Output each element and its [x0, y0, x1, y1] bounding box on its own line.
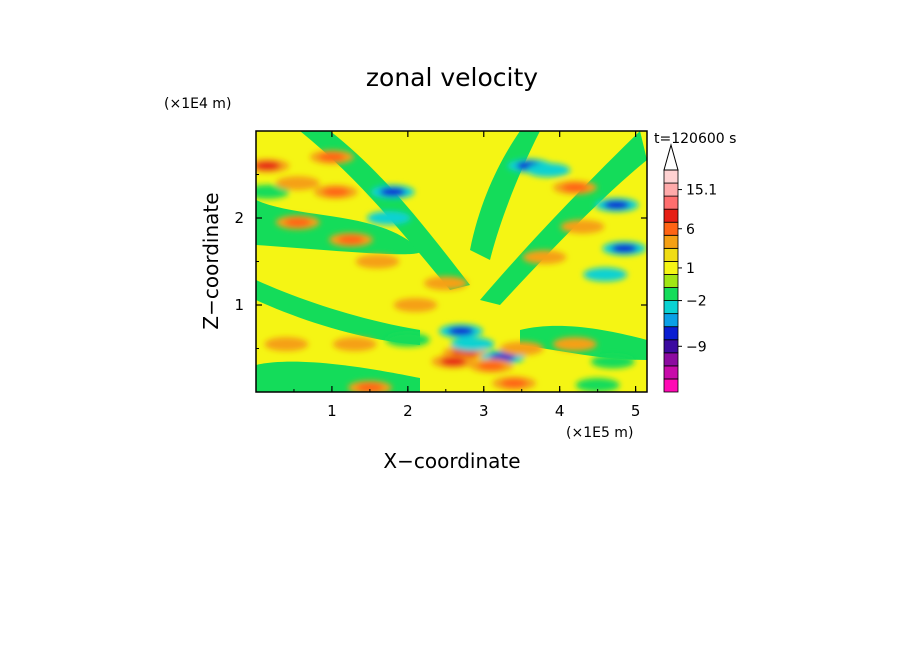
colorbar-swatch — [663, 365, 679, 380]
y-tick-label: 1 — [234, 296, 244, 314]
x-axis-label: X−coordinate — [383, 449, 520, 473]
contour-blob — [256, 187, 281, 197]
x-unit-label: (×1E5 m) — [566, 425, 633, 441]
colorbar-swatch — [663, 221, 679, 236]
contour-blob — [561, 183, 588, 193]
contour-blob — [508, 344, 535, 353]
x-tick-label: 3 — [479, 402, 489, 420]
contour-blob — [318, 152, 345, 162]
colorbar-swatch — [663, 169, 679, 184]
x-axis: 1 2 3 4 5 — [293, 131, 641, 420]
contour-blob — [584, 380, 611, 390]
colorbar: 15.1 6 1 −2 −9 — [663, 143, 717, 393]
contour-blob — [459, 339, 486, 349]
contour-blob — [364, 257, 391, 266]
colorbar-swatch — [663, 287, 679, 301]
colorbar-swatch — [663, 234, 679, 249]
colorbar-label: 15.1 — [686, 183, 717, 199]
contour-blob — [284, 217, 311, 227]
colorbar-label: −2 — [686, 294, 707, 310]
colorbar-swatch — [663, 274, 679, 288]
contour-features — [256, 150, 647, 392]
contour-blob — [611, 243, 638, 253]
contour-blob — [256, 161, 281, 171]
colorbar-swatch — [663, 378, 679, 393]
colorbar-label: 6 — [686, 222, 695, 238]
contour-blob — [561, 339, 588, 349]
contour-blob — [375, 213, 402, 223]
y-tick-label: 2 — [234, 209, 244, 227]
colorbar-label: 1 — [686, 261, 695, 277]
contour-blob — [535, 165, 562, 175]
contour-blob — [273, 339, 300, 349]
colorbar-swatch — [663, 247, 679, 262]
contour-blob — [322, 187, 349, 197]
contour-blob — [379, 187, 406, 197]
contour-blob — [531, 252, 558, 262]
contour-blob — [501, 378, 528, 388]
y-axis: 12 — [234, 174, 647, 349]
colorbar-swatch — [663, 339, 679, 354]
contour-blob — [478, 361, 505, 371]
contour-blob — [432, 278, 459, 288]
contour-blob — [440, 357, 467, 367]
plot-area — [256, 131, 647, 392]
contour-blob — [402, 300, 429, 310]
chart-title: zonal velocity — [366, 63, 538, 92]
colorbar-swatch — [663, 182, 679, 197]
colorbar-swatch — [663, 300, 679, 315]
x-tick-label: 1 — [327, 402, 337, 420]
contour-blob — [337, 235, 364, 245]
colorbar-label: −9 — [686, 339, 707, 355]
contour-blob — [447, 326, 474, 336]
colorbar-swatch — [663, 352, 679, 367]
contour-blob — [284, 178, 311, 188]
time-label: t=120600 s — [654, 131, 736, 147]
x-tick-label: 4 — [555, 402, 565, 420]
x-tick-label: 5 — [631, 402, 641, 420]
colorbar-swatch — [663, 260, 679, 275]
colorbar-swatch — [663, 313, 679, 328]
contour-blob — [599, 357, 626, 367]
contour-blob — [603, 200, 630, 210]
contour-blob — [341, 339, 368, 349]
contour-blob — [356, 383, 383, 392]
x-tick-label: 2 — [403, 402, 413, 420]
y-axis-label: Z−coordinate — [199, 192, 223, 329]
contour-blob — [394, 335, 421, 345]
y-unit-label: (×1E4 m) — [164, 96, 231, 112]
colorbar-swatch — [663, 195, 679, 210]
colorbar-swatch — [663, 326, 679, 341]
colorbar-swatch — [663, 208, 679, 223]
colorbar-extend-arrow — [663, 143, 679, 171]
contour-blob — [569, 222, 596, 232]
contour-blob — [592, 270, 619, 280]
